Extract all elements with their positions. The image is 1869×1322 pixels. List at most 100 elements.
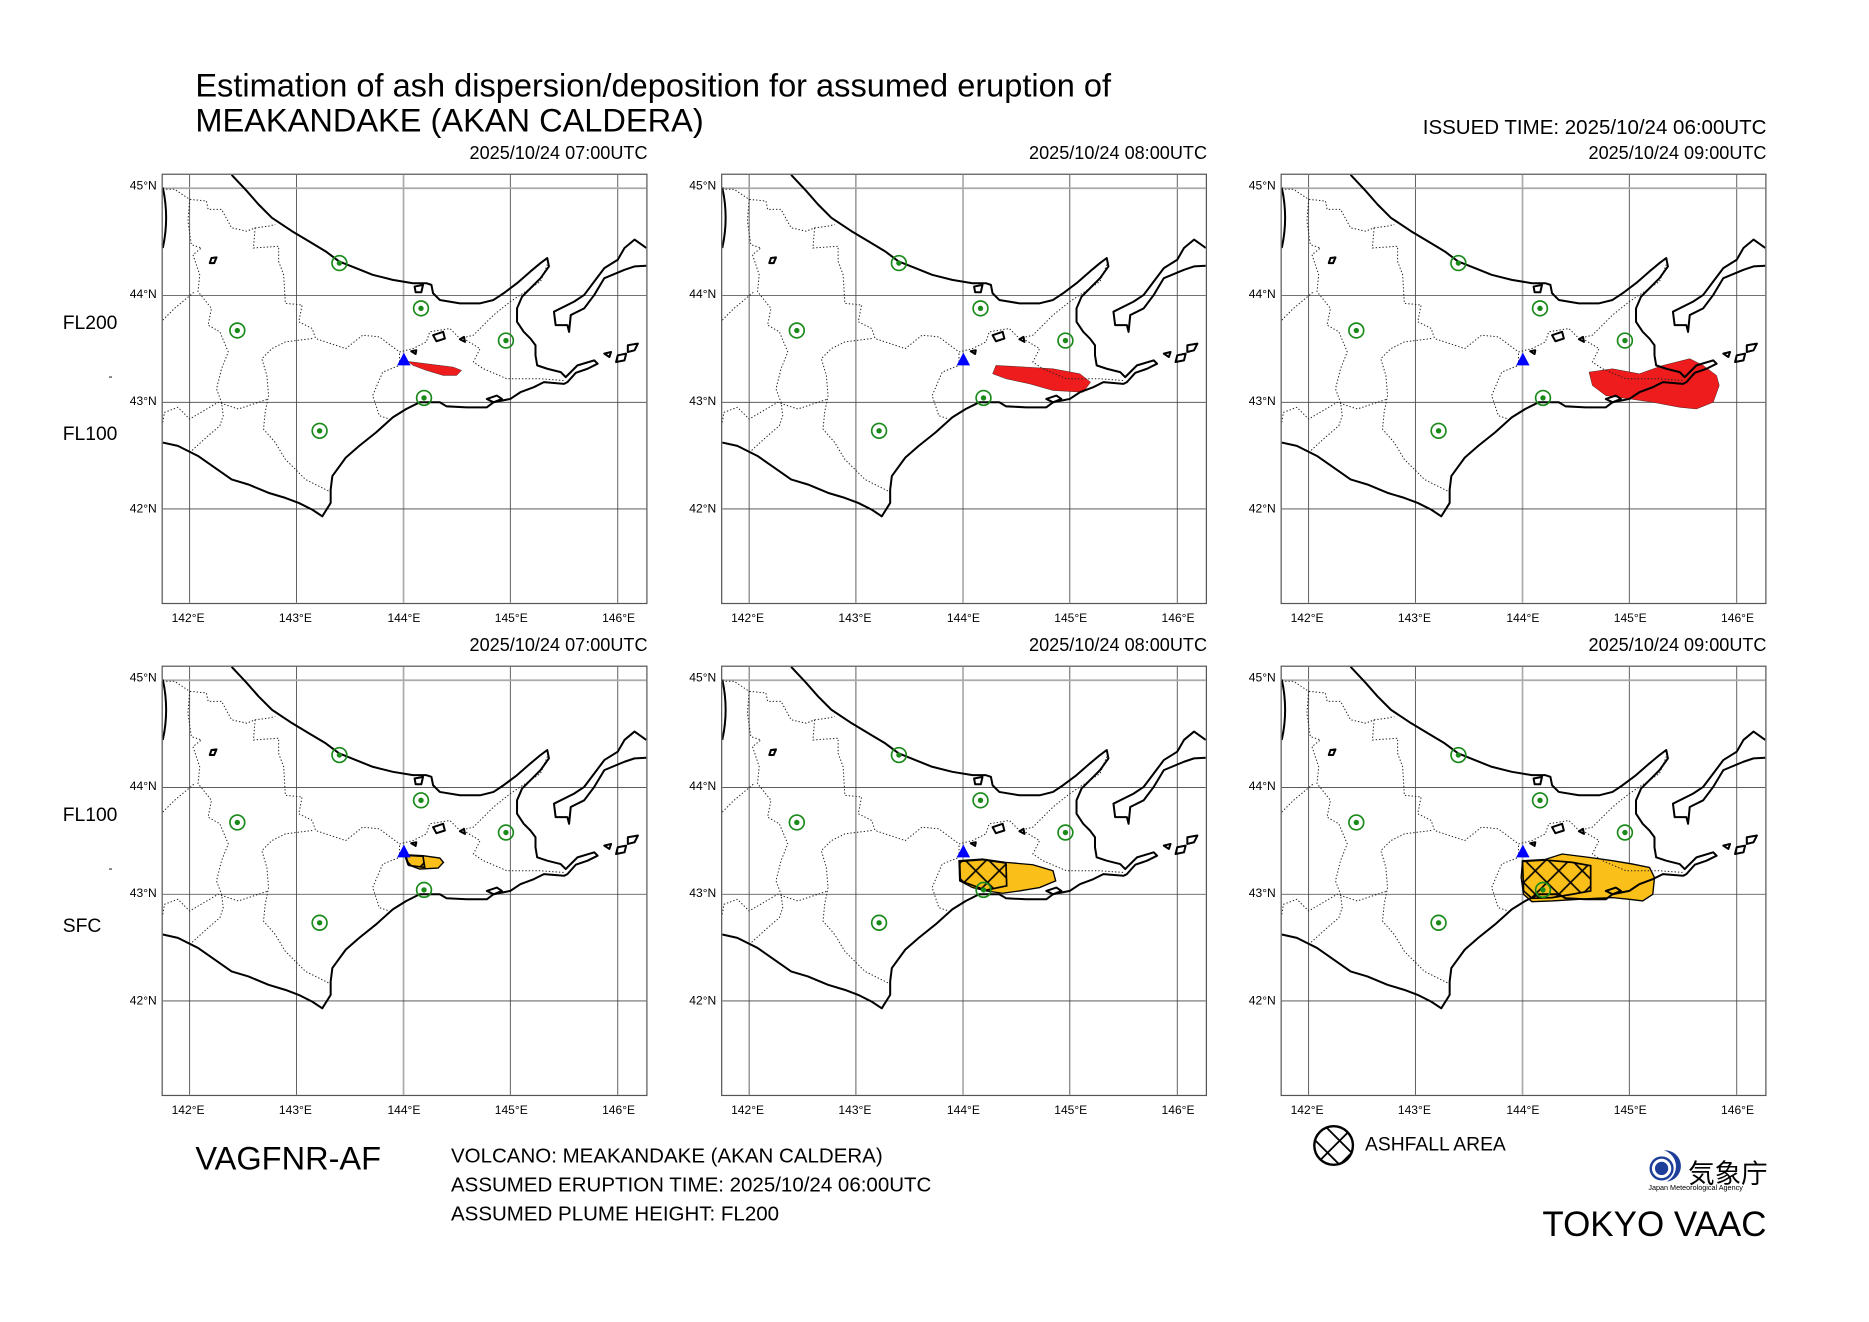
longitude-label: 143°E xyxy=(278,1104,312,1118)
latitude-label: 42°N xyxy=(129,994,157,1009)
weather-station-icon xyxy=(331,254,348,272)
subprefecture-border xyxy=(463,338,565,381)
subprefecture-border xyxy=(1371,227,1667,353)
ashfall-area xyxy=(1521,859,1592,900)
coastline xyxy=(1671,238,1766,333)
volcano-icon xyxy=(397,844,411,858)
weather-station-icon xyxy=(972,300,989,317)
weather-station-dot xyxy=(1062,337,1069,344)
longitude-label: 145°E xyxy=(1054,1104,1088,1118)
longitude-label: 145°E xyxy=(1613,1104,1647,1118)
subprefecture-border xyxy=(187,199,229,453)
longitude-label: 145°E xyxy=(494,612,528,626)
weather-station-icon xyxy=(1534,389,1552,407)
weather-station-dot xyxy=(1455,752,1462,758)
subprefecture-border xyxy=(820,338,889,492)
ash-cloud-area xyxy=(407,361,462,376)
weather-station-dot xyxy=(876,428,882,434)
subprefecture-border xyxy=(252,719,548,845)
weather-station-icon xyxy=(229,322,246,339)
map-panel xyxy=(721,665,1208,1097)
map-svg xyxy=(1281,666,1766,1095)
latitude-label: 44°N xyxy=(1248,288,1276,302)
weather-station-icon xyxy=(1616,332,1634,349)
longitude-label: 142°E xyxy=(171,612,205,626)
latitude-label: 44°N xyxy=(689,288,717,302)
subprefecture-border xyxy=(463,830,565,873)
weather-station-dot xyxy=(876,920,882,926)
longitude-label: 144°E xyxy=(387,1104,421,1118)
subprefecture-border xyxy=(722,188,835,232)
map-svg xyxy=(1281,174,1766,603)
weather-station-icon xyxy=(1531,792,1549,809)
latitude-label: 43°N xyxy=(129,887,157,901)
longitude-label: 144°E xyxy=(946,612,980,626)
weather-station-dot xyxy=(1622,829,1628,836)
weather-station-icon xyxy=(412,792,430,809)
subprefecture-border xyxy=(746,199,789,453)
eruption-time: ASSUMED ERUPTION TIME: 2025/10/24 06:00U… xyxy=(450,1173,932,1197)
latitude-label: 43°N xyxy=(129,395,157,409)
weather-station-icon xyxy=(1348,322,1365,339)
weather-station-icon xyxy=(1616,824,1634,841)
subprefecture-border xyxy=(261,338,330,492)
weather-station-dot xyxy=(1540,395,1546,401)
weather-station-icon xyxy=(975,389,992,407)
title-line-2: MEAKANDAKE (AKAN CALDERA) xyxy=(195,102,704,139)
subprefecture-border xyxy=(162,188,276,232)
volcano-name: VOLCANO: MEAKANDAKE (AKAN CALDERA) xyxy=(450,1144,883,1168)
volcano-icon xyxy=(1516,844,1530,858)
latitude-label: 42°N xyxy=(1248,502,1276,517)
subprefecture-border xyxy=(1491,845,1519,912)
weather-station-dot xyxy=(1622,337,1628,344)
longitude-label: 144°E xyxy=(387,612,421,626)
longitude-label: 143°E xyxy=(838,612,872,626)
latitude-label: 42°N xyxy=(1248,994,1276,1009)
ashfall-legend-icon xyxy=(1313,1125,1355,1167)
subprefecture-border xyxy=(1306,199,1348,453)
subprefecture-border xyxy=(722,890,829,915)
coastline xyxy=(1112,730,1206,825)
subprefecture-border xyxy=(187,691,229,945)
weather-station-dot xyxy=(1062,829,1069,836)
weather-station-icon xyxy=(890,746,908,764)
weather-station-dot xyxy=(980,887,987,893)
subprefecture-border xyxy=(812,227,1108,353)
map-panel xyxy=(721,173,1208,605)
longitude-label: 143°E xyxy=(1397,612,1431,626)
latitude-label: 45°N xyxy=(1248,179,1276,193)
weather-station-dot xyxy=(977,305,984,312)
subprefecture-border xyxy=(1491,353,1519,420)
latitude-label: 45°N xyxy=(129,179,157,193)
weather-station-icon xyxy=(311,422,328,440)
weather-station-icon xyxy=(1430,422,1447,440)
map-panel xyxy=(161,665,648,1097)
ash-cloud-area xyxy=(992,365,1091,393)
weather-station-icon xyxy=(497,332,515,349)
weather-station-dot xyxy=(418,797,424,804)
agency-name-jp: 気象庁 xyxy=(1688,1158,1768,1189)
map-panel xyxy=(161,173,648,605)
weather-station-icon xyxy=(788,322,806,339)
latitude-label: 44°N xyxy=(1248,780,1276,794)
weather-station-dot xyxy=(1435,428,1442,434)
weather-station-dot xyxy=(234,327,241,334)
plume-height: ASSUMED PLUME HEIGHT: FL200 xyxy=(450,1202,780,1226)
subprefecture-border xyxy=(372,353,401,420)
latitude-label: 44°N xyxy=(129,288,157,302)
latitude-label: 43°N xyxy=(1248,395,1276,409)
weather-station-icon xyxy=(1531,300,1549,317)
weather-station-dot xyxy=(316,920,323,926)
weather-station-dot xyxy=(1435,920,1442,926)
weather-station-dot xyxy=(336,260,343,266)
ash-cloud-area xyxy=(1588,358,1720,410)
coastline xyxy=(1327,256,1622,404)
longitude-label: 142°E xyxy=(171,1104,205,1118)
latitude-label: 43°N xyxy=(689,395,717,409)
map-svg xyxy=(722,174,1206,603)
weather-station-icon xyxy=(972,792,989,809)
flight-level-label: FL100 xyxy=(62,424,118,445)
subprefecture-border xyxy=(162,680,276,724)
weather-station-icon xyxy=(497,824,515,841)
weather-station-icon xyxy=(229,814,246,831)
